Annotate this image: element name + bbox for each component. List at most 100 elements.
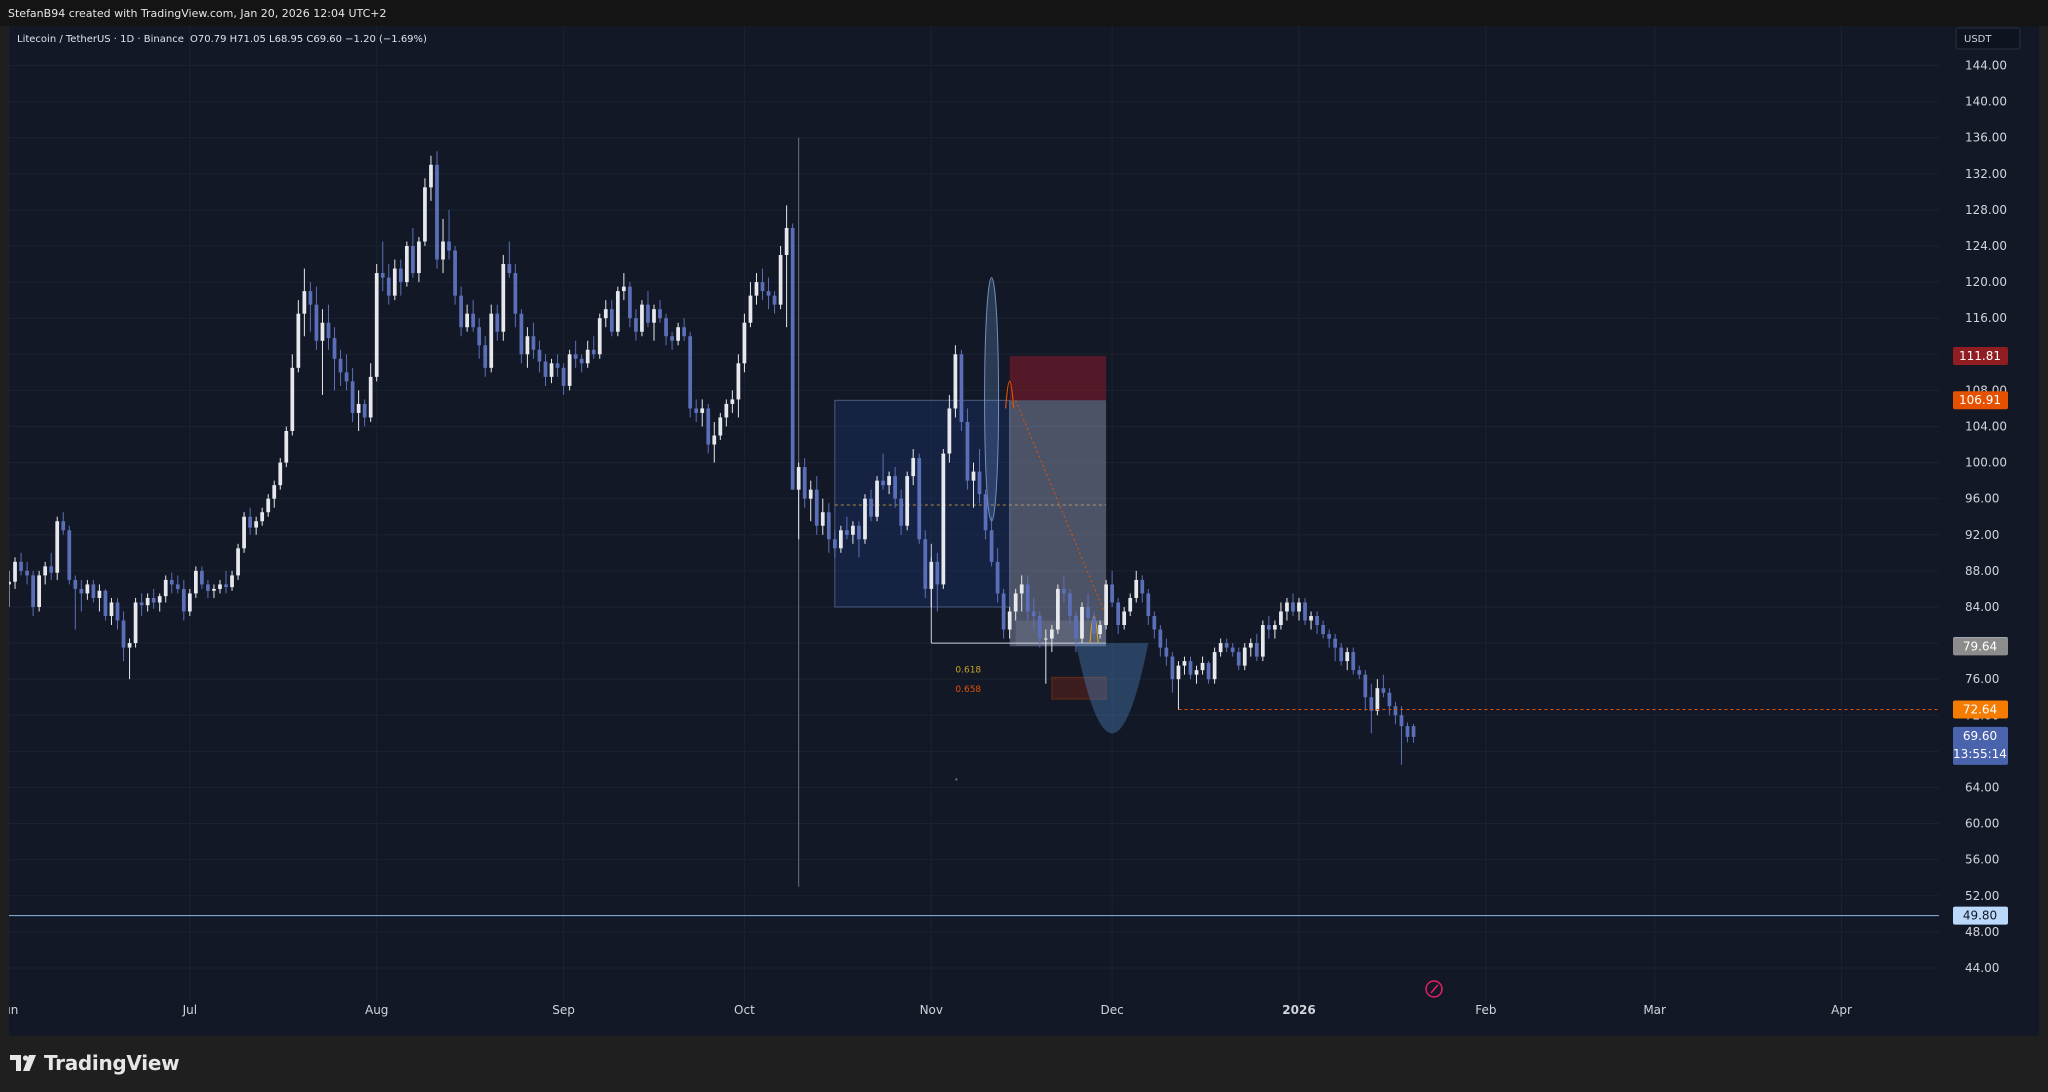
candle-body xyxy=(1074,616,1078,639)
candle-body xyxy=(423,187,427,242)
price-tag-box xyxy=(1953,347,2008,366)
candle xyxy=(483,336,488,377)
candle-body xyxy=(893,476,897,499)
candle xyxy=(1273,620,1277,639)
candle-body xyxy=(1236,652,1241,666)
candle xyxy=(537,340,542,373)
candle-body xyxy=(959,354,964,422)
arc-projection xyxy=(1075,643,1149,734)
candle-body xyxy=(1363,674,1368,698)
candle xyxy=(555,354,560,377)
candle xyxy=(772,291,777,314)
candle-body xyxy=(133,602,138,644)
candle xyxy=(278,458,283,490)
candle-body xyxy=(1092,617,1096,635)
candle-body xyxy=(935,561,940,585)
candle-body xyxy=(356,403,361,413)
chart-frame[interactable]: 0.618 0.658 44.00 48.00 52.00 56.00 60.00 64.0… xyxy=(0,26,2039,1036)
candle xyxy=(290,354,295,436)
candle-body xyxy=(628,286,632,319)
candle xyxy=(326,304,331,350)
candle xyxy=(820,498,825,535)
candle xyxy=(519,309,524,364)
candle-body xyxy=(881,480,885,486)
candle-body xyxy=(1254,643,1259,657)
candle xyxy=(31,570,35,616)
price-tick-label: 140.00 xyxy=(1965,95,2007,109)
horizontal-lines xyxy=(9,708,1939,917)
candle xyxy=(658,300,662,323)
currency-button[interactable]: USDT xyxy=(1955,27,2021,50)
candle-body xyxy=(1303,602,1307,621)
candle-body xyxy=(73,579,78,589)
candle xyxy=(549,358,554,384)
candle xyxy=(766,277,771,310)
candle-body xyxy=(459,295,463,328)
symbol-line[interactable]: Litecoin / TetherUS · 1D · Binance xyxy=(17,34,184,45)
candle-body xyxy=(688,336,693,409)
candle-body xyxy=(260,512,265,522)
ohlc-line: O70.79 H71.05 L68.95 C69.60 −1.20 (−1.69… xyxy=(190,34,427,45)
candle-body xyxy=(977,471,982,495)
price-axis[interactable]: 44.0048.0052.0056.0060.0064.0068.0072.00… xyxy=(1944,26,2039,1031)
candle-body xyxy=(772,295,777,305)
candle-body xyxy=(899,498,904,526)
candle xyxy=(495,304,500,341)
candle xyxy=(893,467,897,508)
candle xyxy=(73,575,78,630)
candle-body xyxy=(845,530,849,535)
candle-body xyxy=(91,584,96,598)
candle xyxy=(851,521,855,544)
candle xyxy=(459,286,463,337)
candle-body xyxy=(417,241,421,274)
candle xyxy=(1200,656,1205,675)
candle-body xyxy=(989,530,994,562)
candle-body xyxy=(1013,593,1018,612)
tradingview-logo[interactable]: TradingView xyxy=(10,1051,180,1075)
time-tick-label: Sep xyxy=(552,1003,575,1017)
candle-body xyxy=(1248,643,1253,648)
candle xyxy=(447,209,451,260)
candle-body xyxy=(724,403,729,418)
candle xyxy=(1315,611,1319,635)
candle xyxy=(218,579,222,594)
candle-body xyxy=(435,164,439,260)
candle xyxy=(1387,688,1392,716)
candle-body xyxy=(79,588,84,594)
candle-body xyxy=(603,309,608,319)
time-axis[interactable]: Jun Jul Aug Sep Oct Nov Dec 2026 Feb Mar Apr xyxy=(0,1003,1852,1017)
candle xyxy=(676,322,680,346)
fib-label: 0.618 xyxy=(955,666,981,676)
candle-body xyxy=(326,322,331,339)
candle-body xyxy=(1339,647,1344,662)
candle-body xyxy=(320,322,325,341)
candle xyxy=(284,426,289,468)
candle-body xyxy=(272,485,277,499)
candle-body xyxy=(1152,616,1157,630)
candle xyxy=(790,223,795,490)
candle-body xyxy=(1170,656,1175,680)
candle xyxy=(585,340,590,368)
candle-body xyxy=(929,561,934,589)
price-tick-label: 76.00 xyxy=(1965,672,1999,686)
candle-body xyxy=(742,322,747,364)
candlestick-chart[interactable]: 0.618 0.658 44.00 48.00 52.00 56.00 60.00 64.0… xyxy=(0,26,2039,1036)
candle-body xyxy=(1381,688,1386,693)
candle xyxy=(1158,625,1163,657)
candle xyxy=(212,584,216,598)
candle xyxy=(995,548,1000,603)
candle xyxy=(1351,647,1356,675)
price-tag-label: 69.60 xyxy=(1963,729,1997,743)
candle-body xyxy=(151,597,156,603)
candle xyxy=(151,588,156,609)
replay-icon[interactable] xyxy=(1425,980,1443,998)
candle xyxy=(145,593,150,612)
time-tick-label: Oct xyxy=(734,1003,755,1017)
candle-body xyxy=(1369,697,1374,711)
candle-body xyxy=(471,313,476,328)
price-tick-label: 48.00 xyxy=(1965,925,1999,939)
candle xyxy=(1176,661,1181,710)
candle xyxy=(169,572,174,594)
candle xyxy=(67,525,72,585)
candle xyxy=(1134,570,1139,603)
